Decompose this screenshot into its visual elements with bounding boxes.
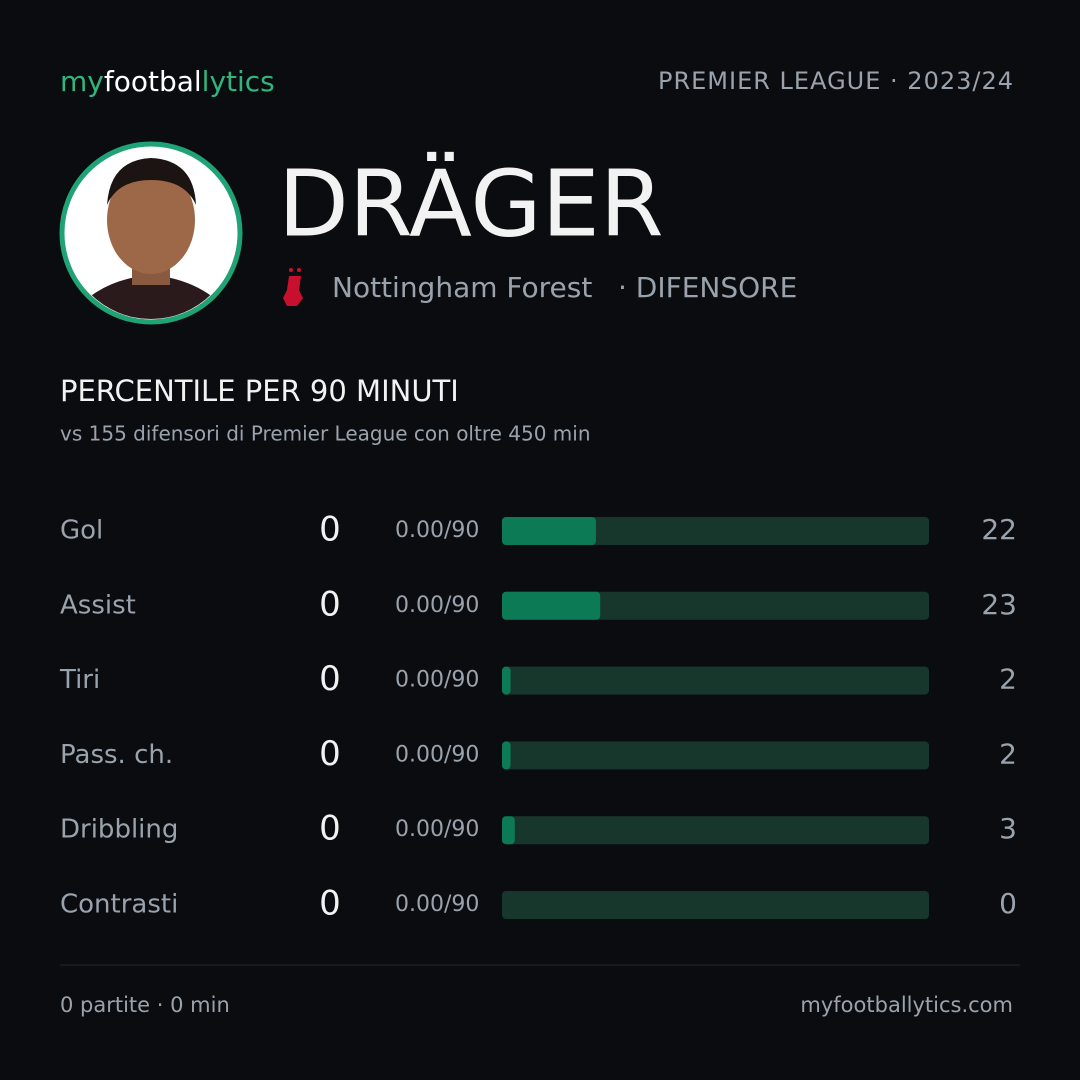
stat-label: Tiri (59, 665, 100, 695)
footer-summary: 0 partite · 0 min (60, 993, 230, 1017)
percentile-label: 2 (999, 737, 1017, 770)
stat-rate: 0.00/90 (395, 892, 479, 917)
percentile-label: 0 (999, 887, 1017, 920)
bar-track (502, 816, 929, 845)
stat-total: 0 (319, 659, 341, 699)
brand-part: my (60, 65, 104, 98)
player-name: DRÄGER (278, 150, 664, 257)
brand: myfootballytics (60, 65, 275, 98)
bar-track (502, 891, 929, 919)
role: · DIFENSORE (618, 271, 797, 304)
section-title: PERCENTILE PER 90 MINUTI (60, 374, 459, 408)
bar (502, 517, 596, 545)
stat-rate: 0.00/90 (395, 668, 479, 693)
stat-rate: 0.00/90 (395, 518, 479, 543)
percentile-label: 22 (981, 513, 1017, 546)
bar (502, 741, 511, 770)
percentile-label: 23 (981, 588, 1017, 621)
stat-label: Pass. ch. (60, 740, 173, 770)
stat-label: Contrasti (60, 890, 178, 920)
stat-total: 0 (319, 584, 341, 624)
stat-rate: 0.00/90 (395, 817, 479, 842)
player-photo (59, 141, 243, 325)
bar (502, 591, 601, 620)
bar (502, 666, 511, 695)
team: Nottingham Forest (332, 271, 592, 304)
stat-rate: 0.00/90 (395, 742, 479, 767)
brand-part: lytics (202, 65, 275, 98)
bar-track (502, 591, 929, 620)
stat-total: 0 (319, 734, 341, 774)
bar-track (502, 741, 929, 770)
stat-rate: 0.00/90 (395, 593, 479, 618)
league: PREMIER LEAGUE · 2023/24 (658, 67, 1014, 95)
stat-label: Gol (60, 516, 103, 546)
bar (502, 816, 515, 845)
section-subtitle: vs 155 difensori di Premier League con o… (60, 422, 591, 446)
footer-site: myfootballytics.com (800, 993, 1013, 1017)
stat-label: Dribbling (60, 815, 178, 845)
brand-part: footbal (104, 65, 202, 98)
percentile-label: 2 (999, 663, 1017, 696)
stat-total: 0 (319, 510, 341, 550)
team-badge (283, 268, 303, 306)
stat-total: 0 (319, 884, 341, 924)
bar-track (502, 517, 929, 545)
percentile-label: 3 (999, 812, 1017, 845)
stat-total: 0 (319, 809, 341, 849)
bar-track (502, 666, 929, 695)
stat-label: Assist (60, 590, 136, 620)
